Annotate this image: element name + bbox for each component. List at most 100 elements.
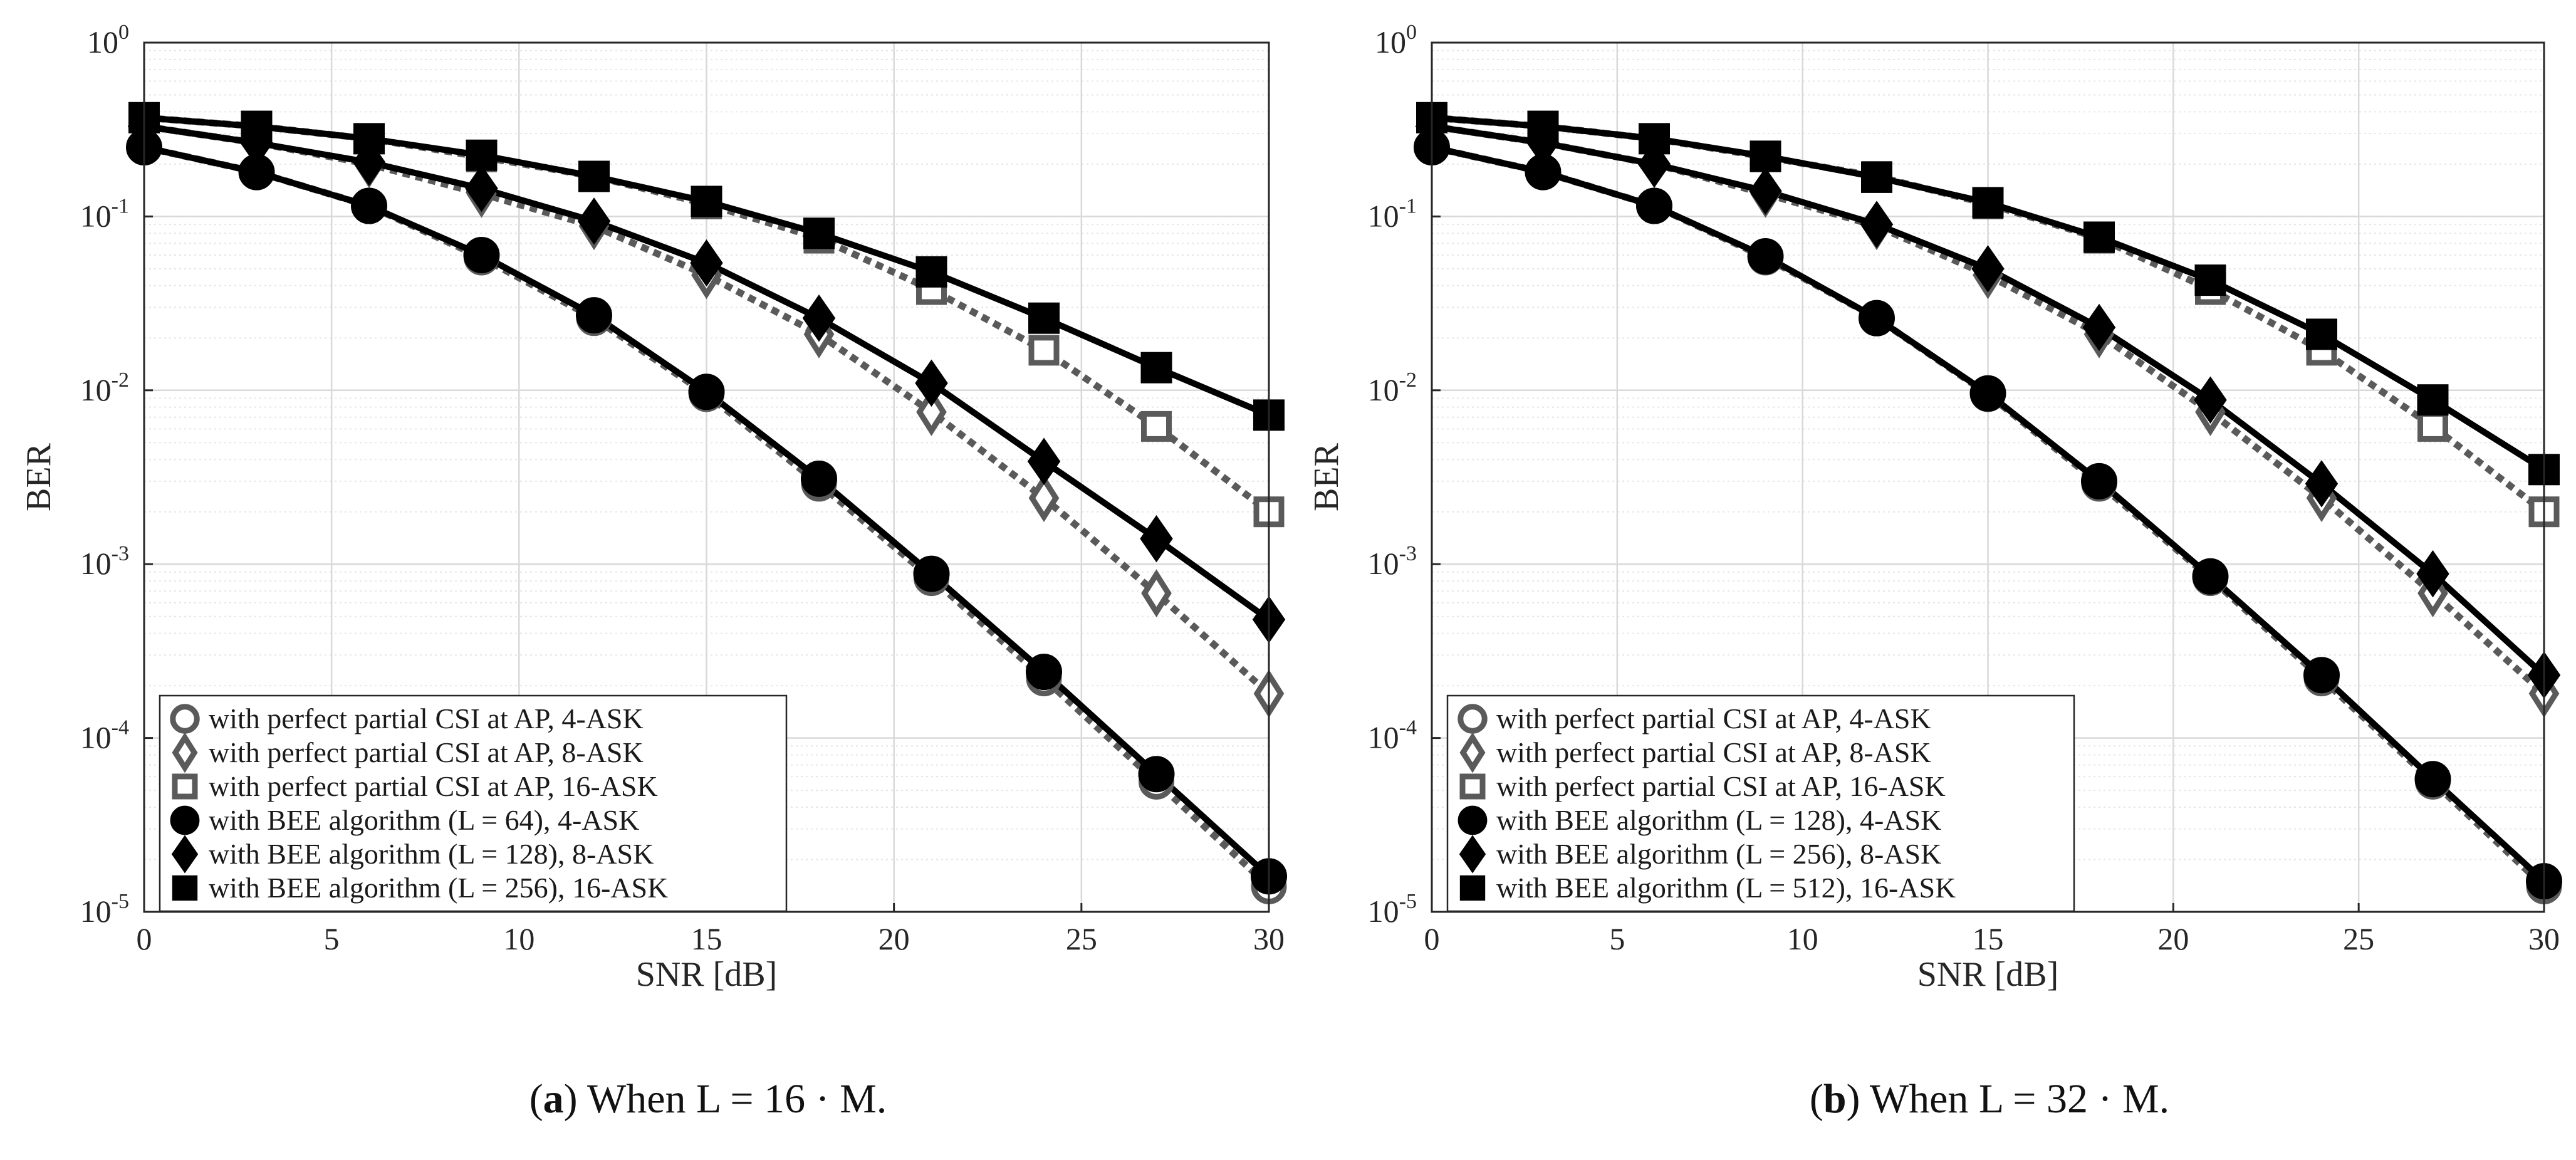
series-group	[126, 102, 1287, 904]
y-tick-label: 10-1	[1368, 194, 1417, 233]
caption-text: When L = 16 · M.	[587, 1076, 887, 1122]
data-point-s6-7	[2194, 264, 2226, 296]
y-tick-label: 10-5	[80, 890, 129, 929]
y-tick-exponent: -5	[112, 890, 129, 913]
x-tick-label: 0	[1424, 921, 1440, 956]
y-tick-exponent: -5	[1399, 890, 1417, 913]
y-axis-label: BER	[19, 442, 58, 511]
legend-entry-4: with BEE algorithm (L = 64), 4-ASK	[209, 804, 639, 836]
y-tick-exponent: 0	[118, 21, 129, 44]
data-point-s5-3	[465, 164, 498, 212]
data-point-s6-9	[2417, 384, 2449, 416]
data-point-s5-9	[1140, 515, 1173, 563]
caption-text: When L = 32 · M.	[1870, 1076, 2169, 1122]
data-point-s4-8	[2303, 657, 2340, 694]
legend-marker-4	[170, 805, 200, 835]
data-point-s4-3	[1747, 238, 1784, 274]
x-tick-label: 10	[1787, 921, 1818, 956]
y-tick-base: 10	[1368, 720, 1399, 755]
y-tick-exponent: -4	[112, 716, 129, 739]
legend-entry-5: with BEE algorithm (L = 256), 8-ASK	[1496, 838, 1941, 870]
data-point-s5-6	[2082, 303, 2116, 352]
legend-marker-3	[172, 773, 198, 800]
data-point-s4-2	[1636, 187, 1672, 224]
legend-marker-2	[172, 732, 198, 773]
data-point-s5-4	[577, 197, 611, 245]
legend-box	[159, 694, 788, 912]
data-point-s4-5	[1969, 375, 2006, 412]
y-tick-label: 10-1	[80, 194, 129, 233]
legend-entry-1: with perfect partial CSI at AP, 4-ASK	[1496, 703, 1931, 734]
y-tick-label: 10-2	[1368, 368, 1417, 407]
data-point-s5-2	[1637, 140, 1671, 188]
y-tick-label: 10-3	[80, 542, 129, 581]
y-tick-base: 10	[80, 894, 112, 929]
data-point-s6-9	[1140, 352, 1172, 384]
data-point-s5-8	[1027, 437, 1061, 485]
data-point-s4-9	[2414, 761, 2451, 798]
panel-label: a	[543, 1076, 564, 1122]
y-tick-base: 10	[87, 24, 118, 60]
legend-entry-1: with perfect partial CSI at AP, 4-ASK	[209, 703, 644, 734]
data-point-s6-3	[1749, 140, 1781, 172]
data-point-s4-7	[913, 555, 950, 592]
data-point-s4-4	[1859, 300, 1895, 337]
data-point-s4-4	[576, 297, 612, 334]
data-point-s4-3	[463, 236, 500, 273]
data-point-s6-6	[2083, 221, 2115, 253]
legend-entry-2: with perfect partial CSI at AP, 8-ASK	[1496, 736, 1931, 768]
data-point-s5-5	[690, 239, 723, 287]
y-tick-base: 10	[1368, 198, 1399, 233]
data-point-s4-8	[1026, 654, 1062, 691]
x-tick-label: 5	[1609, 921, 1625, 956]
y-tick-exponent: -1	[1399, 194, 1417, 217]
legend: with perfect partial CSI at AP, 4-ASKwit…	[1446, 694, 2075, 912]
data-point-s5-4	[1860, 201, 1894, 248]
legend-marker-3	[1459, 773, 1486, 800]
x-tick-label: 20	[879, 921, 910, 956]
legend-entry-3: with perfect partial CSI at AP, 16-ASK	[209, 770, 658, 802]
legend-marker-5	[171, 835, 199, 874]
data-point-s3-9	[2417, 410, 2448, 442]
y-tick-label: 10-2	[80, 368, 129, 407]
legend-entry-3: with perfect partial CSI at AP, 16-ASK	[1496, 770, 1946, 802]
data-point-s6-6	[803, 217, 835, 249]
data-point-s3-8	[1028, 335, 1060, 366]
data-point-s6-3	[466, 139, 498, 171]
panel-label: b	[1823, 1076, 1847, 1122]
y-tick-label: 100	[87, 21, 129, 60]
data-point-s6-1	[1527, 110, 1559, 142]
y-tick-exponent: -4	[1399, 716, 1417, 739]
data-point-s2-8	[1028, 474, 1060, 523]
x-tick-label: 15	[691, 921, 722, 956]
x-tick-label: 20	[2157, 921, 2189, 956]
y-tick-label: 10-4	[80, 716, 129, 755]
x-tick-label: 30	[2528, 921, 2560, 956]
legend-marker-1	[1457, 704, 1488, 734]
y-tick-base: 10	[80, 198, 112, 233]
y-tick-base: 10	[1368, 372, 1399, 407]
legend-marker-6	[1459, 875, 1486, 901]
data-point-s6-1	[241, 110, 273, 142]
y-tick-exponent: -2	[112, 368, 129, 392]
data-point-s2-9	[1141, 569, 1172, 618]
x-tick-label: 25	[1066, 921, 1097, 956]
y-tick-exponent: -1	[112, 194, 129, 217]
data-point-s4-7	[2192, 558, 2229, 595]
legend-entry-5: with BEE algorithm (L = 128), 8-ASK	[209, 838, 654, 870]
legend-marker-2	[1459, 732, 1486, 773]
y-tick-base: 10	[80, 720, 112, 755]
data-point-s6-8	[1028, 302, 1060, 334]
legend-marker-4	[1457, 805, 1488, 835]
y-tick-base: 10	[80, 546, 112, 581]
data-point-s2-7	[916, 388, 947, 436]
y-tick-label: 10-3	[1368, 542, 1417, 581]
y-tick-label: 10-5	[1368, 890, 1417, 929]
data-point-s5-7	[2194, 376, 2227, 424]
legend-entry-6: with BEE algorithm (L = 512), 16-ASK	[1496, 872, 1956, 904]
data-point-s6-5	[691, 185, 722, 217]
y-tick-exponent: -3	[112, 542, 129, 565]
